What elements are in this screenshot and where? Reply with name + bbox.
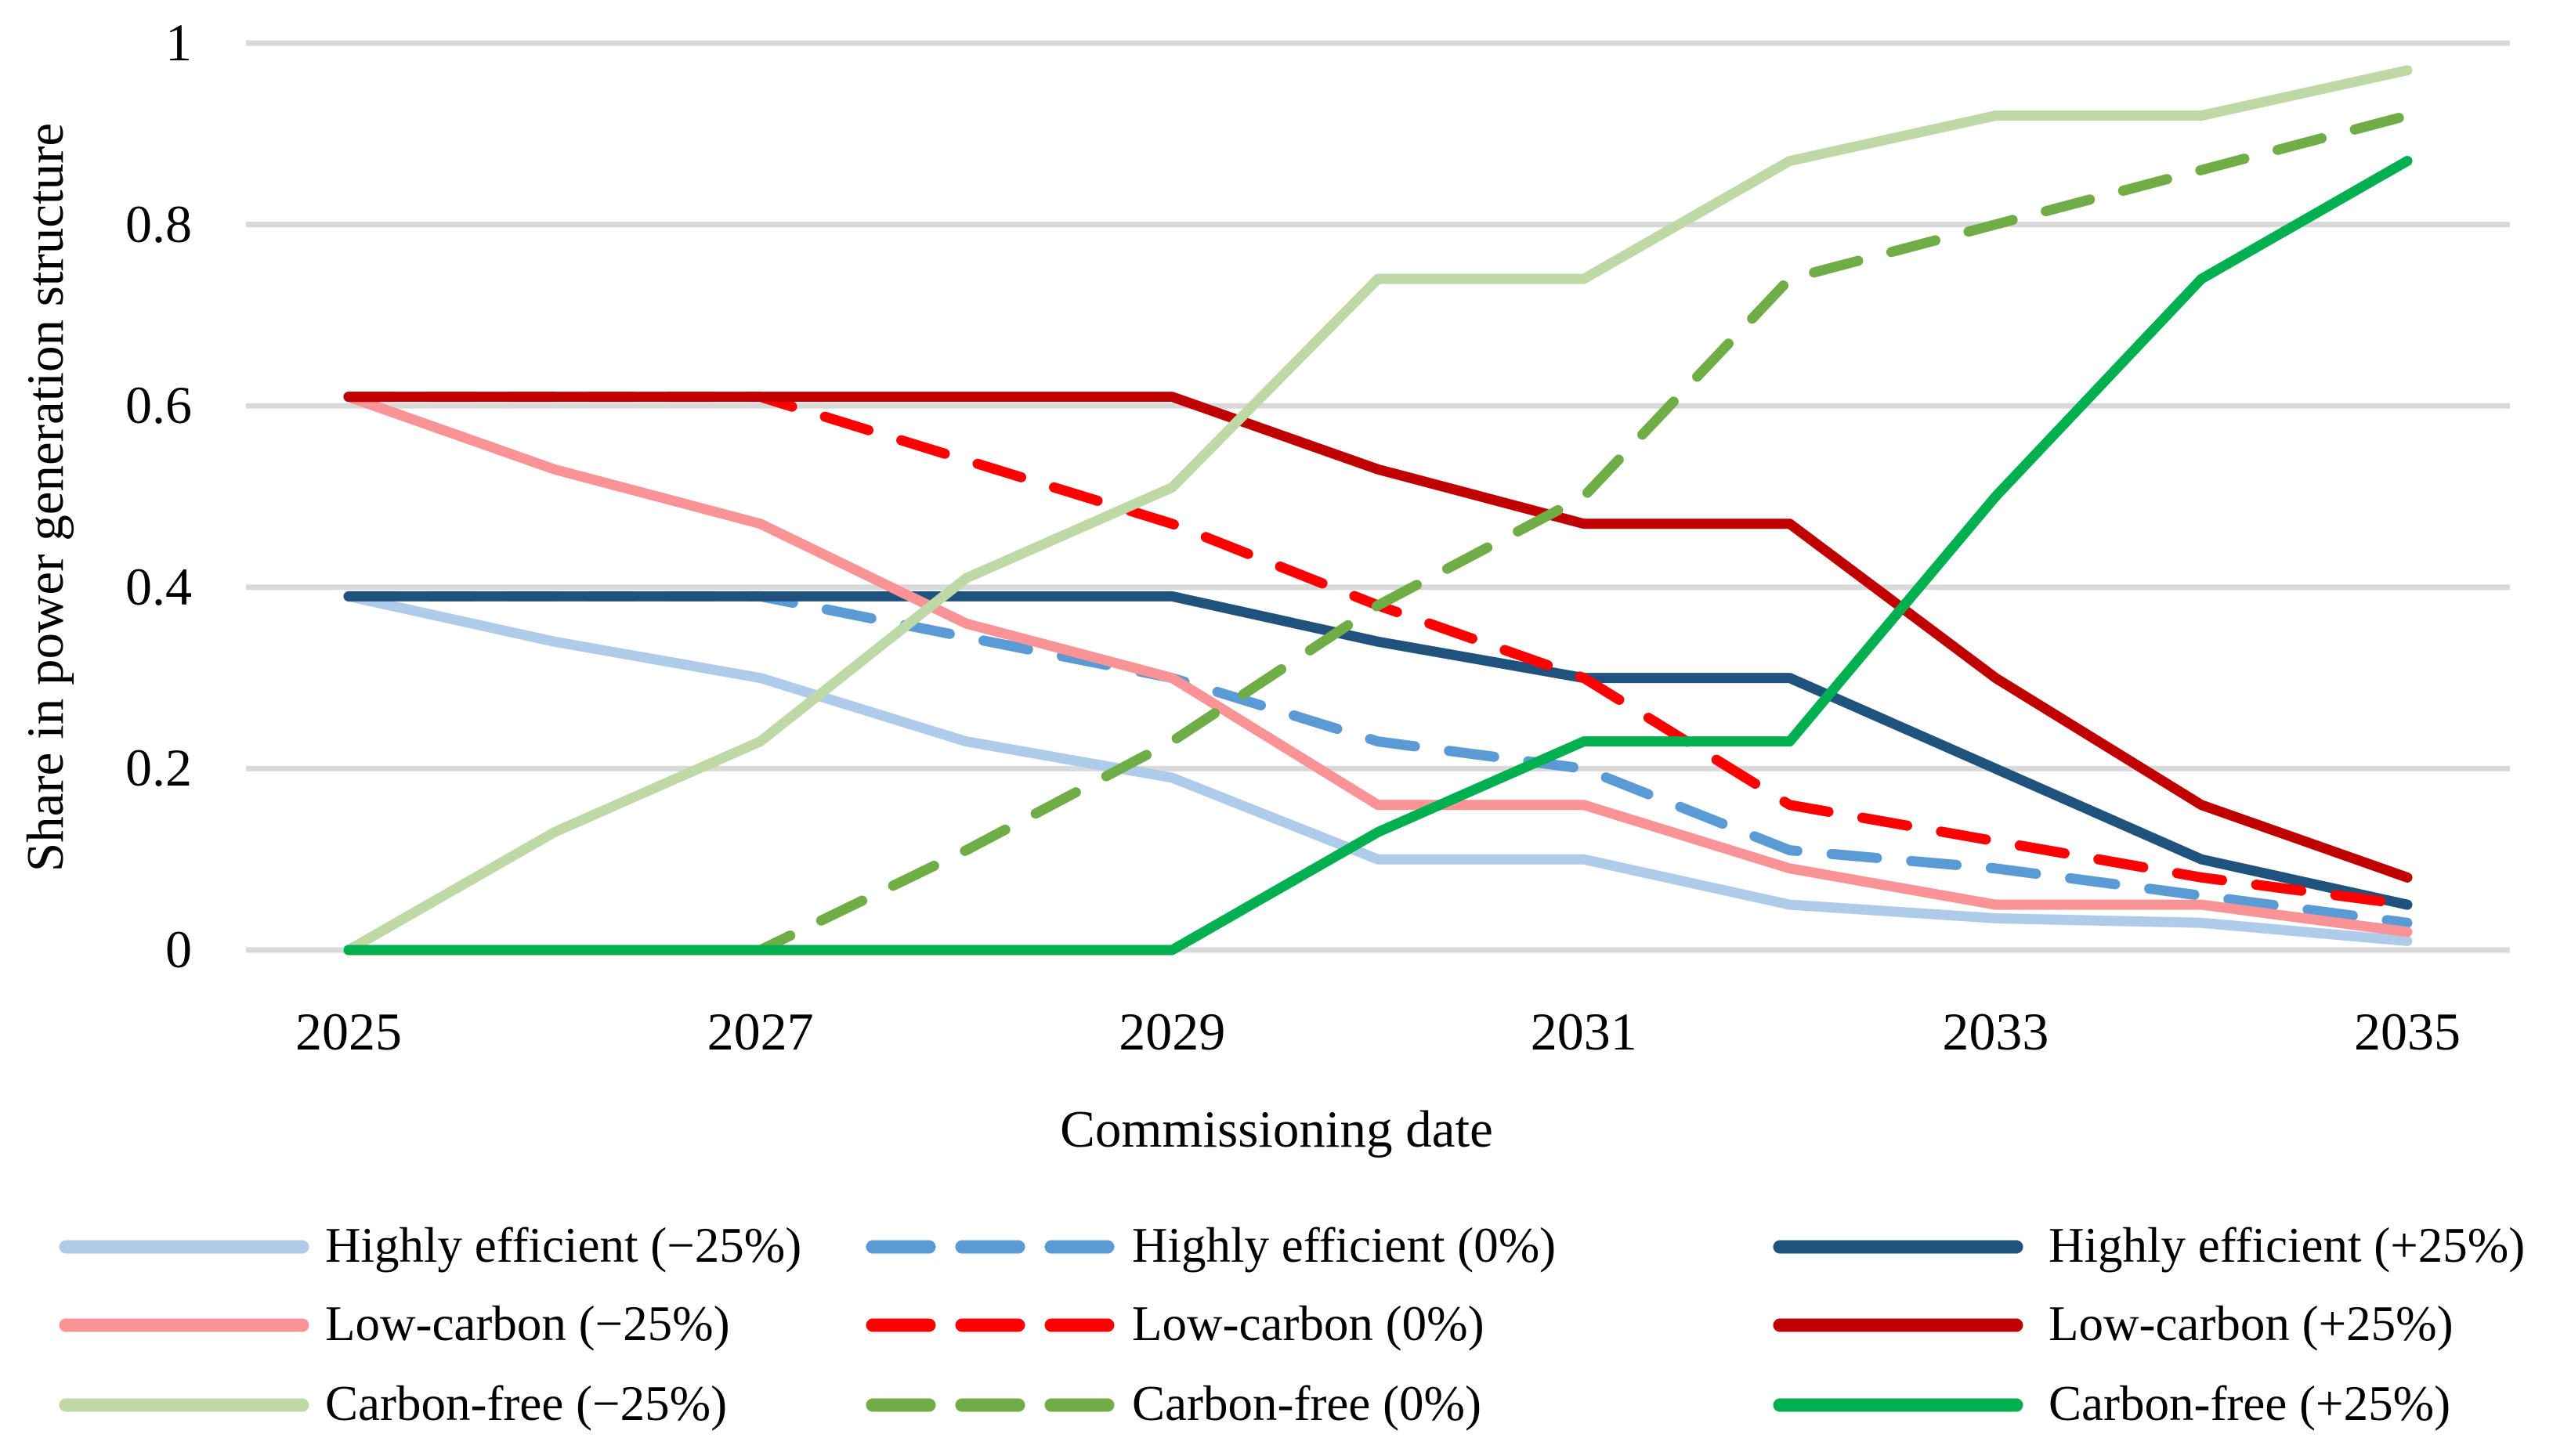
legend-label-low-carbon-25-: Low-carbon (+25%): [2049, 1296, 2454, 1351]
legend-label-highly-efficient-25-: Highly efficient (+25%): [2049, 1218, 2526, 1273]
legend-label-highly-efficient-0-: Highly efficient (0%): [1132, 1218, 1557, 1273]
y-tick-label: 0.4: [125, 556, 192, 616]
x-tick-label: 2031: [1530, 1002, 1637, 1061]
legend-swatch-low-carbon-0-: [866, 1318, 1116, 1332]
legend-label-carbon-free-25-: Carbon-free (+25%): [2049, 1376, 2451, 1431]
series-line-low-carbon-25-: [343, 392, 2413, 938]
legend-label-highly-efficient-25-: Highly efficient (−25%): [325, 1218, 802, 1273]
legend-swatch-highly-efficient-0-: [866, 1240, 1116, 1254]
legend-swatch-low-carbon-25-: [59, 1318, 309, 1332]
legend-label-low-carbon-0-: Low-carbon (0%): [1132, 1296, 1484, 1351]
legend-swatch-carbon-free-0-: [866, 1398, 1116, 1412]
x-tick-label: 2035: [2354, 1002, 2461, 1061]
legend-label-carbon-free-0-: Carbon-free (0%): [1132, 1376, 1482, 1431]
x-tick-label: 2033: [1942, 1002, 2049, 1061]
y-tick-label: 0.8: [125, 193, 192, 254]
series-line-carbon-free-25-: [343, 65, 2413, 956]
y-axis-title: Share in power generation structure: [16, 122, 74, 873]
x-tick-label: 2027: [707, 1002, 814, 1061]
series-line-carbon-free-25-: [343, 156, 2413, 956]
y-tick-label: 0.2: [125, 738, 192, 798]
y-tick-label: 0: [165, 919, 192, 979]
legend-label-low-carbon-25-: Low-carbon (−25%): [325, 1296, 730, 1351]
legend-swatch-highly-efficient-25-: [1773, 1240, 2023, 1254]
series-line-low-carbon-25-: [343, 392, 2413, 883]
series-line-highly-efficient-25-: [343, 591, 2413, 910]
x-tick-label: 2029: [1119, 1002, 1226, 1061]
x-axis-title: Commissioning date: [1060, 1100, 1493, 1158]
x-tick-label: 2025: [295, 1002, 402, 1061]
legend-label-carbon-free-25-: Carbon-free (−25%): [325, 1376, 728, 1431]
legend-swatch-carbon-free-25-: [1773, 1398, 2023, 1412]
y-tick-label: 0.6: [125, 375, 192, 435]
legend-swatch-highly-efficient-25-: [59, 1240, 309, 1254]
series-line-highly-efficient-25-: [343, 591, 2413, 946]
y-tick-label: 1: [165, 13, 192, 72]
legend-swatch-carbon-free-25-: [59, 1398, 309, 1412]
legend-swatch-low-carbon-25-: [1773, 1318, 2023, 1332]
series-line-carbon-free-0-: [343, 110, 2413, 956]
